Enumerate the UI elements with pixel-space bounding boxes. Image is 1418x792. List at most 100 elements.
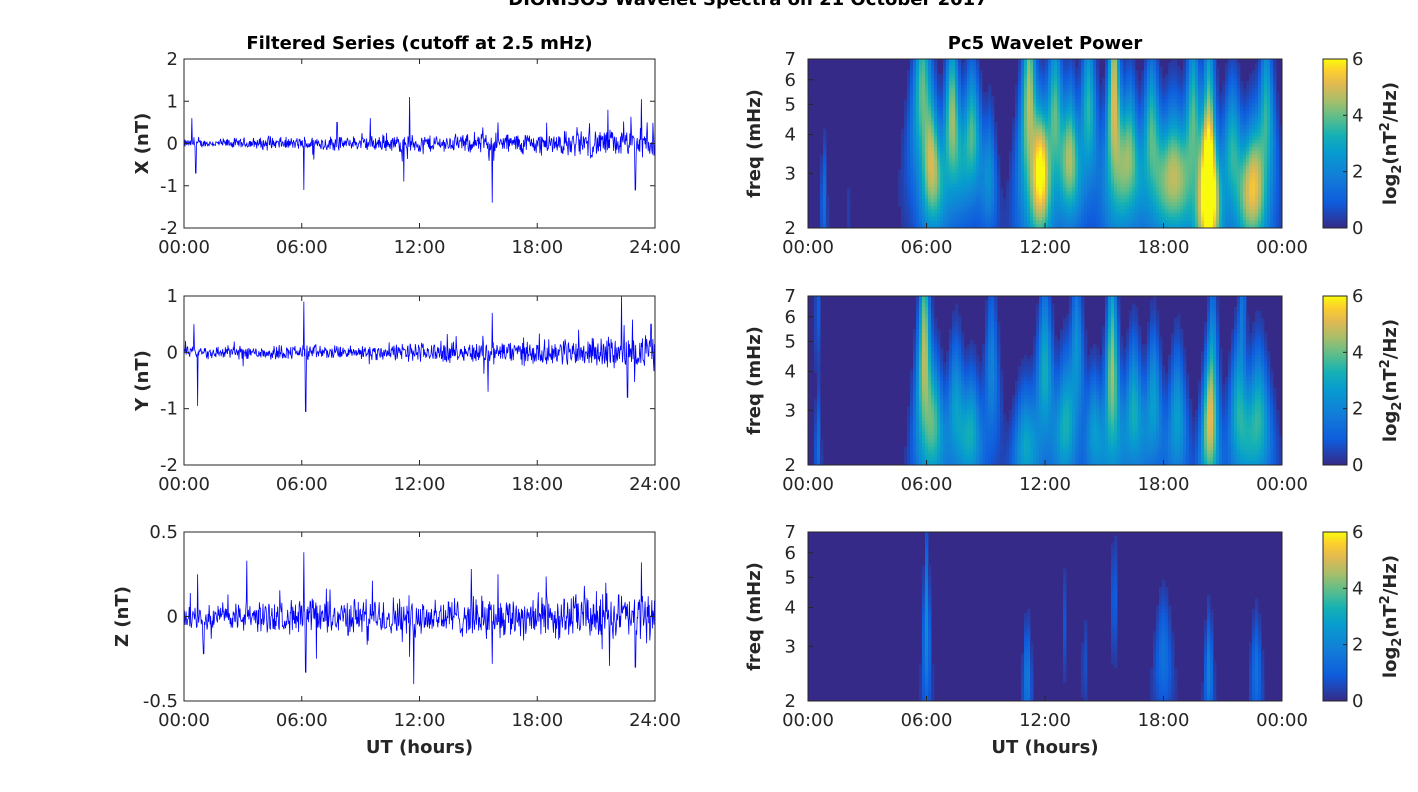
power-cell (988, 147, 991, 151)
power-cell (1012, 125, 1015, 129)
power-cell (1159, 202, 1162, 206)
power-cell (1066, 166, 1069, 170)
power-cell (1024, 195, 1027, 199)
power-cell (967, 140, 970, 144)
power-cell (1267, 107, 1270, 111)
power-cell (1054, 155, 1057, 159)
power-cell (1180, 99, 1183, 103)
power-cell (1264, 180, 1267, 184)
power-cell (1087, 92, 1090, 96)
power-cell (985, 114, 988, 118)
power-cell (1096, 96, 1099, 100)
power-cell (1255, 136, 1258, 140)
power-cell (901, 166, 904, 170)
power-cell (1057, 169, 1060, 173)
power-cell (1057, 206, 1060, 210)
power-cell (1237, 195, 1240, 199)
power-cell (1222, 169, 1225, 173)
power-cell (967, 81, 970, 85)
power-cell (1231, 158, 1234, 162)
power-cell (1225, 155, 1228, 159)
power-cell (1093, 188, 1096, 192)
power-cell (925, 107, 928, 111)
power-cell (1105, 188, 1108, 192)
power-cell (1264, 202, 1267, 206)
power-cell (1039, 99, 1042, 103)
power-cell (1105, 85, 1108, 89)
power-cell (1228, 96, 1231, 100)
power-cell (916, 132, 919, 136)
power-cell (907, 199, 910, 203)
power-cell (961, 74, 964, 78)
power-cell (1054, 96, 1057, 100)
power-cell (1147, 199, 1150, 203)
power-cell (1156, 136, 1159, 140)
power-cell (1228, 114, 1231, 118)
power-cell (1165, 125, 1168, 129)
power-cell (1156, 132, 1159, 136)
power-cell (937, 118, 940, 122)
power-cell (1063, 199, 1066, 203)
power-cell (916, 166, 919, 170)
power-cell (922, 136, 925, 140)
power-cell (1219, 140, 1222, 144)
power-cell (1057, 96, 1060, 100)
power-cell (1093, 103, 1096, 107)
power-cell (1084, 177, 1087, 181)
power-cell (1129, 118, 1132, 122)
power-cell (1027, 177, 1030, 181)
power-cell (1129, 114, 1132, 118)
power-cell (1108, 162, 1111, 166)
power-cell (1237, 63, 1240, 67)
power-cell (1117, 195, 1120, 199)
power-cell (976, 191, 979, 195)
power-cell (1036, 162, 1039, 166)
power-cell (1087, 103, 1090, 107)
power-cell (952, 77, 955, 81)
power-cell (1264, 114, 1267, 118)
power-cell (1156, 96, 1159, 100)
power-cell (934, 129, 937, 133)
power-cell (955, 158, 958, 162)
power-cell (967, 59, 970, 63)
power-cell (922, 107, 925, 111)
power-cell (955, 66, 958, 70)
power-cell (1225, 81, 1228, 85)
power-cell (952, 147, 955, 151)
power-cell (1090, 191, 1093, 195)
power-cell (1225, 63, 1228, 67)
power-cell (973, 158, 976, 162)
power-cell (1099, 147, 1102, 151)
power-cell (1162, 107, 1165, 111)
power-cell (820, 158, 823, 162)
power-cell (1246, 173, 1249, 177)
power-cell (973, 173, 976, 177)
power-cell (934, 188, 937, 192)
power-cell (922, 140, 925, 144)
power-cell (1120, 155, 1123, 159)
power-cell (1150, 155, 1153, 159)
power-cell (1249, 162, 1252, 166)
power-cell (1078, 132, 1081, 136)
power-cell (1066, 59, 1069, 63)
power-cell (1171, 70, 1174, 74)
power-cell (904, 180, 907, 184)
power-cell (1219, 206, 1222, 210)
power-cell (1186, 184, 1189, 188)
power-cell (1111, 107, 1114, 111)
power-cell (1267, 191, 1270, 195)
power-cell (970, 195, 973, 199)
power-cell (997, 206, 1000, 210)
power-cell (1105, 107, 1108, 111)
power-cell (1120, 118, 1123, 122)
power-cell (994, 121, 997, 125)
power-cell (1069, 177, 1072, 181)
power-cell (1204, 202, 1207, 206)
power-cell (1039, 195, 1042, 199)
power-cell (1141, 129, 1144, 133)
power-cell (1147, 180, 1150, 184)
power-cell (1066, 129, 1069, 133)
power-cell (1132, 158, 1135, 162)
power-cell (916, 195, 919, 199)
power-cell (1177, 166, 1180, 170)
